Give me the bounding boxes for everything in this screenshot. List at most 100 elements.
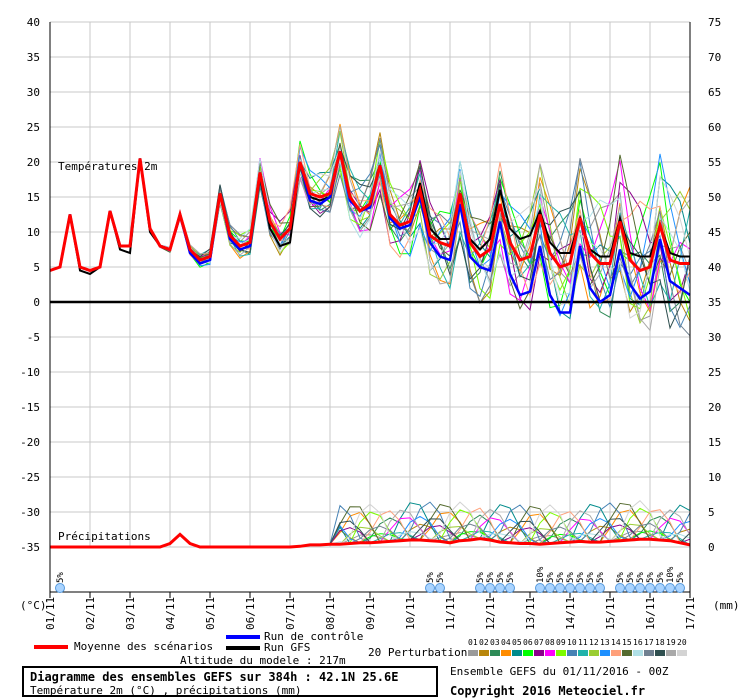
- x-tick-label: 13/11: [524, 597, 537, 630]
- y-left-tick-label: -20: [20, 436, 40, 449]
- y-left-tick-label: -5: [27, 331, 40, 344]
- snow-probability-label: 5%: [556, 572, 566, 583]
- chart-grid: [49, 21, 691, 548]
- perturbation-key: 12: [589, 638, 600, 658]
- perturbation-swatch: [556, 650, 566, 656]
- y-right-tick-label: 55: [708, 156, 721, 169]
- y-left-tick-label: 20: [27, 156, 40, 169]
- x-tick-label: 10/11: [404, 597, 417, 630]
- perturbation-number: 12: [589, 638, 599, 647]
- y-left-tick-label: -30: [20, 506, 40, 519]
- perturbation-key: 14: [611, 638, 622, 658]
- snow-probability-label: 5%: [476, 572, 486, 583]
- snowflake-icon: [595, 583, 605, 593]
- snow-markers: 5% 5% 5% 5% 5% 5% 5% 10% 5% 5% 5% 5% 5% 5% 5% 5% 5% 5% 5% 1…: [55, 566, 686, 593]
- snow-probability-label: 5%: [576, 572, 586, 583]
- y-left-tick-label: 35: [27, 51, 40, 64]
- snowflake-icon: [575, 583, 585, 593]
- perturbation-key: 07: [534, 638, 545, 658]
- perturbation-number: 16: [633, 638, 643, 647]
- perturbation-swatch: [655, 650, 665, 656]
- series-line: [49, 151, 690, 273]
- legend-gfs-label: Run GFS: [264, 641, 311, 654]
- perturbation-number: 06: [523, 638, 533, 647]
- perturbation-number: 15: [622, 638, 632, 647]
- snowflake-icon: [675, 583, 685, 593]
- perturbation-swatch: [589, 650, 599, 656]
- y-right-tick-label: 10: [708, 471, 721, 484]
- precip-mean-line: [50, 532, 691, 549]
- main-series-lines: [49, 151, 691, 549]
- snowflake-icon: [485, 583, 495, 593]
- perturbation-swatch: [611, 650, 621, 656]
- snow-probability-label: 10%: [666, 566, 676, 583]
- y-left-tick-label: -10: [20, 366, 40, 379]
- snowflake-icon: [435, 583, 445, 593]
- snowflake-icon: [665, 583, 675, 593]
- x-tick-label: 04/11: [164, 597, 177, 630]
- perturbation-swatch: [644, 650, 654, 656]
- perturbation-key: 19: [666, 638, 677, 658]
- snow-probability-label: 5%: [596, 572, 606, 583]
- perturbation-number: 10: [567, 638, 577, 647]
- y-left-tick-label: 10: [27, 226, 40, 239]
- perturbation-key: 08: [545, 638, 556, 658]
- snowflake-icon: [535, 583, 545, 593]
- x-tick-label: 11/11: [444, 597, 457, 630]
- footer-title: Diagramme des ensembles GEFS sur 384h : …: [30, 670, 399, 684]
- perturbation-swatch: [600, 650, 610, 656]
- snow-probability-label: 5%: [626, 572, 636, 583]
- temperature-title: Températures 2m: [58, 160, 158, 173]
- y-right-tick-label: 0: [708, 541, 715, 554]
- y-left-tick-label: 15: [27, 191, 40, 204]
- snowflake-icon: [545, 583, 555, 593]
- snow-probability-label: 5%: [496, 572, 506, 583]
- perturbation-key: 17: [644, 638, 655, 658]
- x-tick-label: 14/11: [564, 597, 577, 630]
- perturbations-legend: 01 02 03 04 05 06 07 08 09 10 11 12 13 14 15 16 17 18 19 20: [468, 638, 690, 658]
- snowflake-icon: [565, 583, 575, 593]
- x-tick-label: 03/11: [124, 597, 137, 630]
- perturbation-swatch: [534, 650, 544, 656]
- perturbation-key: 16: [633, 638, 644, 658]
- perturbation-key: 01: [468, 638, 479, 658]
- perturbation-key: 03: [490, 638, 501, 658]
- y-right-tick-label: 25: [708, 366, 721, 379]
- snow-probability-label: 5%: [636, 572, 646, 583]
- y-left-tick-label: -25: [20, 471, 40, 484]
- legend-gfs-swatch: [226, 646, 260, 650]
- perturbation-number: 18: [655, 638, 665, 647]
- y-right-tick-label: 5: [708, 506, 715, 519]
- snowflake-icon: [475, 583, 485, 593]
- y-left-tick-label: 25: [27, 121, 40, 134]
- legend-control-swatch: [226, 635, 260, 639]
- y-right-tick-label: 60: [708, 121, 721, 134]
- footer-subtitle: Température 2m (°C) , précipitations (mm…: [30, 684, 302, 697]
- snow-probability-label: 5%: [506, 572, 516, 583]
- snow-probability-label: 5%: [56, 572, 66, 583]
- perturbation-number: 14: [611, 638, 621, 647]
- precipitation-title: Précipitations: [58, 530, 151, 543]
- perturbation-number: 01: [468, 638, 478, 647]
- snow-probability-label: 5%: [656, 572, 666, 583]
- perturbation-swatch: [545, 650, 555, 656]
- legend-control-label: Run de contrôle: [264, 630, 364, 643]
- y-right-tick-label: 35: [708, 296, 721, 309]
- y-left-tick-label: 30: [27, 86, 40, 99]
- left-axis-unit: (°C): [20, 599, 47, 612]
- y-right-tick-label: 75: [708, 16, 721, 29]
- snowflake-icon: [585, 583, 595, 593]
- perturbation-number: 09: [556, 638, 566, 647]
- perturbation-key: 11: [578, 638, 589, 658]
- perturbation-swatch: [677, 650, 687, 656]
- y-right-tick-label: 15: [708, 436, 721, 449]
- snowflake-icon: [495, 583, 505, 593]
- perturbation-number: 11: [578, 638, 588, 647]
- legend-mean-swatch: [34, 645, 68, 649]
- ensemble-chart: 4035302520151050-5-10-15-20-25-30-357570…: [20, 16, 740, 630]
- perturbation-number: 20: [677, 638, 687, 647]
- x-tick-label: 12/11: [484, 597, 497, 630]
- snow-probability-label: 5%: [586, 572, 596, 583]
- perturbation-key: 10: [567, 638, 578, 658]
- perturbation-key: 20: [677, 638, 688, 658]
